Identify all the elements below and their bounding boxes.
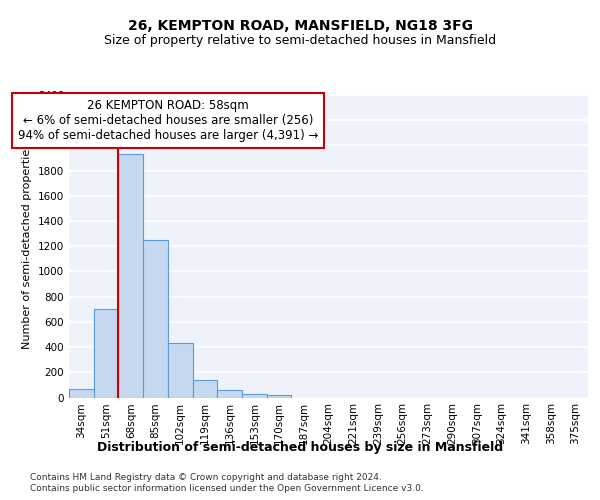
Bar	[94, 310, 118, 398]
Text: 26 KEMPTON ROAD: 58sqm
← 6% of semi-detached houses are smaller (256)
94% of sem: 26 KEMPTON ROAD: 58sqm ← 6% of semi-deta…	[17, 99, 318, 142]
Text: Distribution of semi-detached houses by size in Mansfield: Distribution of semi-detached houses by …	[97, 441, 503, 454]
Y-axis label: Number of semi-detached properties: Number of semi-detached properties	[22, 143, 32, 350]
Text: Contains public sector information licensed under the Open Government Licence v3: Contains public sector information licen…	[30, 484, 424, 493]
Bar	[242, 394, 267, 398]
Bar	[69, 388, 94, 398]
Text: Size of property relative to semi-detached houses in Mansfield: Size of property relative to semi-detach…	[104, 34, 496, 47]
Bar	[143, 240, 168, 398]
Bar	[217, 390, 242, 398]
Text: 26, KEMPTON ROAD, MANSFIELD, NG18 3FG: 26, KEMPTON ROAD, MANSFIELD, NG18 3FG	[128, 19, 473, 33]
Bar	[267, 395, 292, 398]
Bar	[118, 154, 143, 398]
Bar	[168, 344, 193, 398]
Bar	[193, 380, 217, 398]
Text: Contains HM Land Registry data © Crown copyright and database right 2024.: Contains HM Land Registry data © Crown c…	[30, 472, 382, 482]
